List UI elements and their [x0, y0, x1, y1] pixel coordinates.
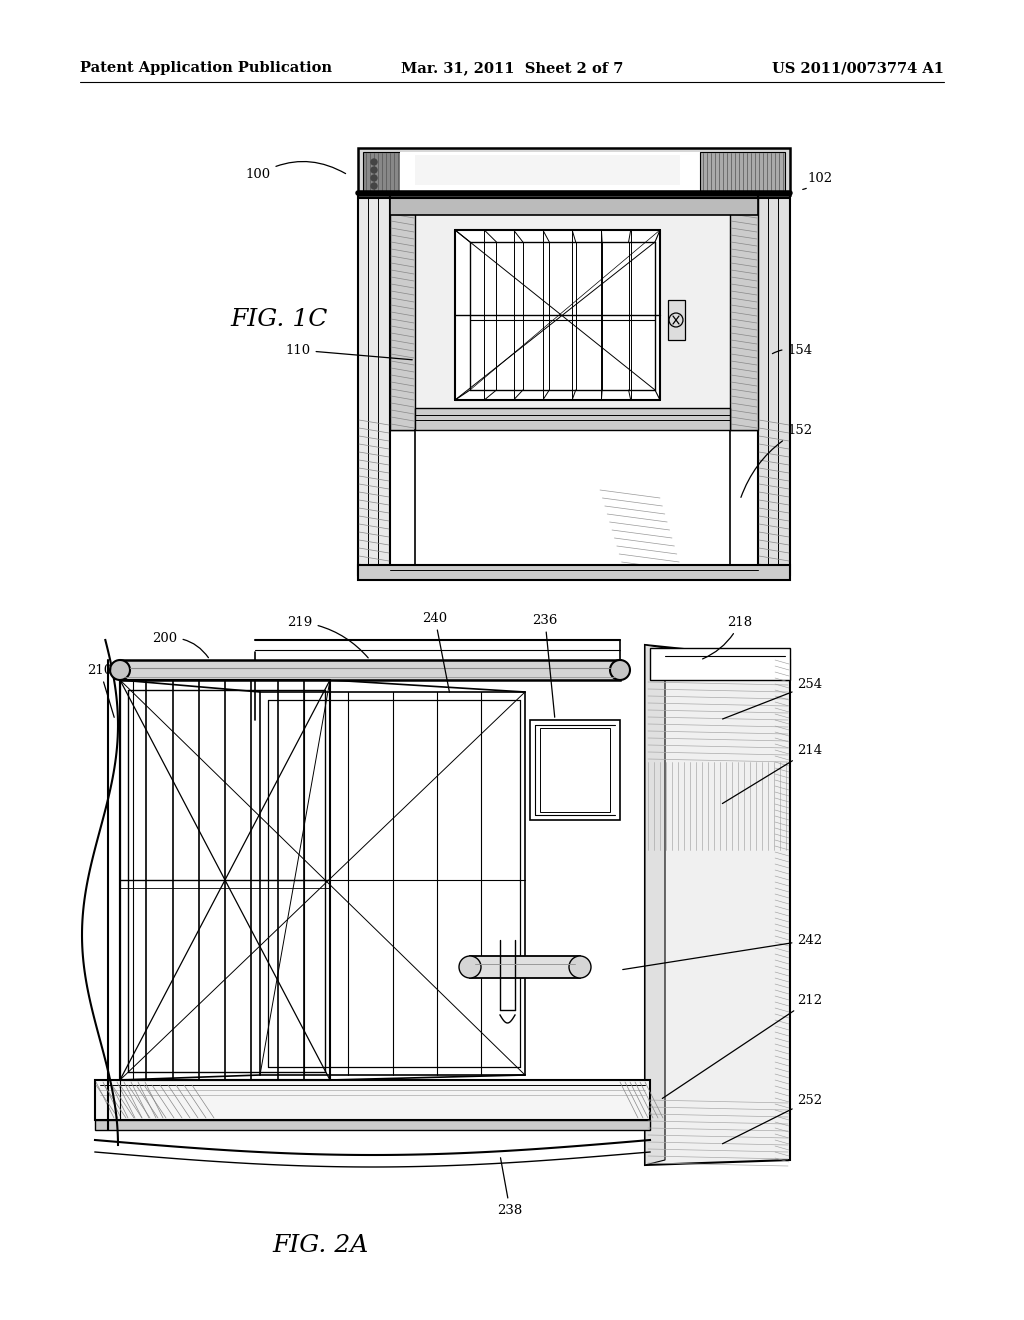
- Circle shape: [610, 660, 630, 680]
- Text: 218: 218: [702, 615, 753, 659]
- Polygon shape: [650, 648, 790, 680]
- Circle shape: [371, 158, 377, 165]
- Circle shape: [459, 956, 481, 978]
- Polygon shape: [668, 300, 685, 341]
- Text: US 2011/0073774 A1: US 2011/0073774 A1: [772, 61, 944, 75]
- Text: 102: 102: [803, 172, 833, 190]
- Polygon shape: [400, 152, 700, 191]
- Polygon shape: [390, 198, 758, 215]
- Circle shape: [569, 956, 591, 978]
- Text: FIG. 2A: FIG. 2A: [272, 1233, 368, 1257]
- Text: 110: 110: [286, 343, 413, 360]
- Polygon shape: [415, 430, 730, 565]
- Circle shape: [371, 176, 377, 181]
- Text: 210: 210: [87, 664, 115, 717]
- Text: 200: 200: [153, 631, 209, 657]
- Text: 212: 212: [663, 994, 822, 1098]
- Text: Mar. 31, 2011  Sheet 2 of 7: Mar. 31, 2011 Sheet 2 of 7: [400, 61, 624, 75]
- Polygon shape: [530, 719, 620, 820]
- Polygon shape: [730, 198, 758, 430]
- Polygon shape: [415, 154, 680, 185]
- Text: 100: 100: [246, 161, 346, 181]
- Polygon shape: [758, 195, 790, 576]
- Text: 154: 154: [772, 343, 813, 356]
- Polygon shape: [358, 565, 790, 579]
- Circle shape: [371, 168, 377, 173]
- Text: 238: 238: [498, 1158, 522, 1217]
- Circle shape: [110, 660, 130, 680]
- Polygon shape: [95, 1080, 650, 1119]
- Text: 252: 252: [723, 1093, 822, 1143]
- Polygon shape: [700, 152, 785, 191]
- Text: 242: 242: [623, 933, 822, 970]
- Polygon shape: [415, 408, 730, 430]
- Text: FIG. 1C: FIG. 1C: [230, 309, 328, 331]
- Polygon shape: [470, 956, 580, 978]
- Polygon shape: [358, 148, 790, 195]
- Polygon shape: [120, 660, 620, 680]
- Text: 254: 254: [723, 678, 822, 719]
- Text: 214: 214: [722, 743, 822, 804]
- Polygon shape: [540, 729, 610, 812]
- Text: 219: 219: [288, 615, 369, 657]
- Polygon shape: [645, 645, 790, 1166]
- Polygon shape: [95, 1119, 650, 1130]
- Text: 240: 240: [423, 611, 450, 692]
- Polygon shape: [358, 195, 390, 576]
- Circle shape: [371, 183, 377, 189]
- Polygon shape: [390, 198, 758, 430]
- Text: Patent Application Publication: Patent Application Publication: [80, 61, 332, 75]
- Polygon shape: [362, 152, 400, 191]
- Polygon shape: [645, 645, 665, 1166]
- Polygon shape: [390, 198, 415, 430]
- Text: 152: 152: [741, 424, 813, 498]
- Text: 236: 236: [532, 614, 558, 717]
- Polygon shape: [455, 230, 660, 400]
